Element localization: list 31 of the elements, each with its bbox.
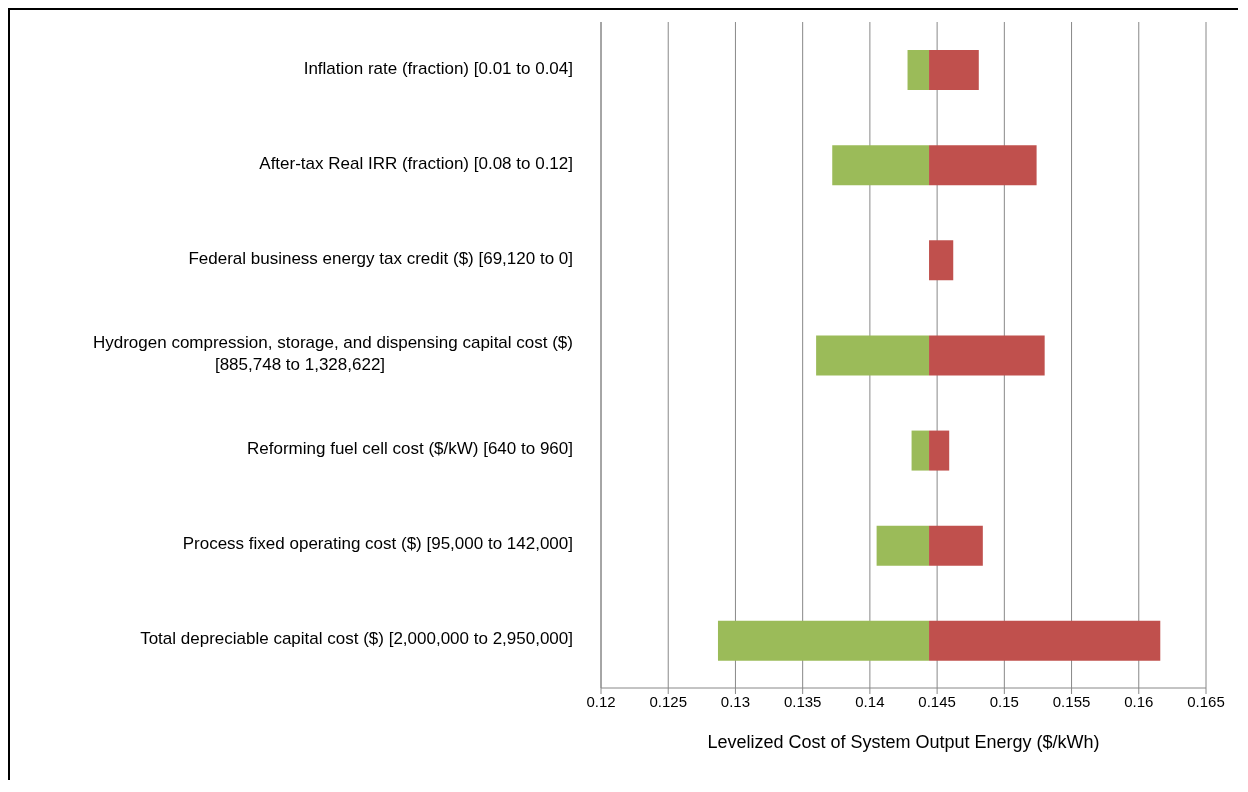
x-tick-label: 0.155: [1052, 692, 1091, 710]
x-tick-label: 0.14: [855, 692, 885, 710]
x-tick-label: 0.13: [720, 692, 751, 710]
x-tick-label: 0.135: [783, 692, 822, 710]
bar: [929, 145, 1037, 186]
bar: [717, 620, 930, 661]
x-tick-label: 0.16: [1124, 692, 1154, 710]
y-tick-label: Federal business energy tax credit ($) [69,120 to 0]: [188, 249, 573, 269]
y-tick-label: Hydrogen compression, storage, and dispensing capital cost ($) [885,748 to 1,328,622]: [92, 333, 573, 375]
bar: [929, 525, 983, 566]
bar: [929, 240, 954, 281]
y-tick-label: Inflation rate (fraction) [0.01 to 0.04]: [303, 59, 573, 79]
x-tick-label: 0.165: [1187, 692, 1225, 710]
y-tick-label: Total depreciable capital cost ($) [2,000,000 to 2,950,000]: [140, 629, 573, 649]
bar: [911, 430, 930, 471]
x-tick-label: 0.125: [649, 692, 687, 710]
y-tick-label: Process fixed operating cost ($) [95,000 to 142,000]: [182, 534, 573, 554]
x-axis-title: Levelized Cost of System Output Energy ($/kWh): [707, 732, 1100, 752]
bar: [876, 525, 930, 566]
x-tick-label: 0.15: [989, 692, 1019, 710]
y-tick-label: Reforming fuel cell cost ($/kW) [640 to 960]: [247, 439, 573, 459]
bar: [816, 335, 930, 376]
x-tick-label: 0.12: [586, 692, 616, 710]
bar: [907, 50, 930, 90]
bar: [929, 50, 979, 90]
bar: [832, 145, 930, 186]
bar: [929, 620, 1161, 661]
x-tick-label: 0.145: [918, 692, 956, 710]
bar: [929, 430, 950, 471]
bar: [929, 335, 1045, 376]
y-tick-label: After-tax Real IRR (fraction) [0.08 to 0.12]: [259, 154, 573, 174]
